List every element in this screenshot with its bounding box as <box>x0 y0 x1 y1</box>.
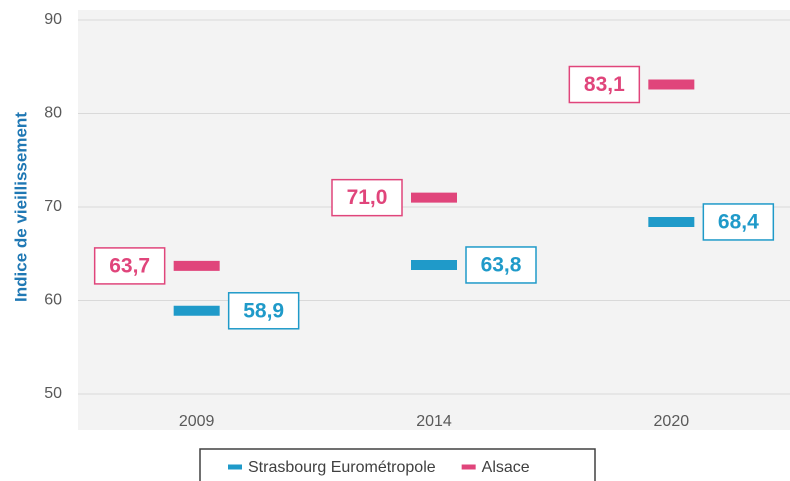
y-tick-label: 90 <box>44 11 62 28</box>
data-label-box <box>93 247 166 285</box>
data-label-box <box>702 203 775 241</box>
data-label-box <box>568 65 641 104</box>
y-tick-label: 50 <box>44 385 62 402</box>
x-tick-label: 2009 <box>179 413 215 430</box>
y-tick-label: 70 <box>44 198 62 215</box>
data-label: 83,1 <box>584 73 625 96</box>
legend-label: Strasbourg Eurométropole <box>248 459 436 476</box>
x-tick-label: 2020 <box>654 413 690 430</box>
x-tick-label: 2014 <box>416 413 452 430</box>
data-label: 71,0 <box>347 186 388 209</box>
legend-box <box>199 448 596 481</box>
y-tick-label: 60 <box>44 292 62 309</box>
y-tick-label: 80 <box>44 105 62 122</box>
data-label-box <box>465 246 537 284</box>
data-label: 63,7 <box>109 254 150 277</box>
data-label: 58,9 <box>243 299 284 322</box>
data-label-box <box>227 292 300 330</box>
legend-label: Alsace <box>482 459 530 476</box>
data-label: 68,4 <box>718 211 759 234</box>
y-axis-label: Indice de vieillissement <box>11 112 30 302</box>
data-label: 63,8 <box>481 254 522 277</box>
data-label-box <box>331 178 403 217</box>
